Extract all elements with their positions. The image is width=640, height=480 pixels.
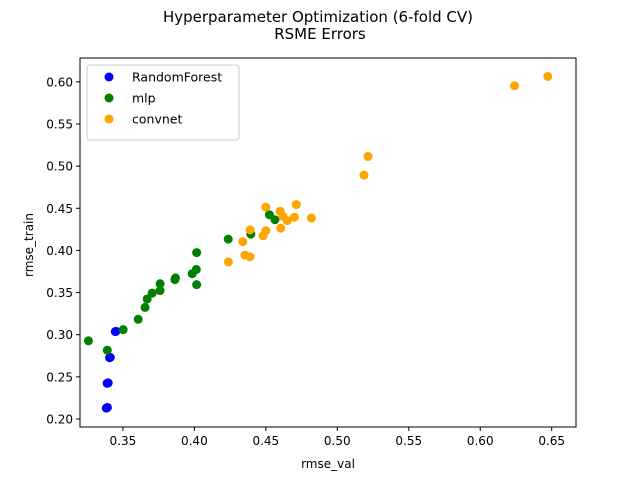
- data-point: [276, 223, 286, 233]
- axes-frame: [79, 57, 577, 428]
- x-axis-label: rmse_val: [301, 457, 355, 471]
- data-point: [261, 202, 271, 212]
- y-tick-label: 0.20: [46, 412, 73, 426]
- x-tick-label: 0.60: [467, 434, 494, 448]
- data-point: [543, 71, 553, 81]
- y-tick-label: 0.45: [46, 202, 73, 216]
- y-tick-label: 0.50: [46, 160, 73, 174]
- x-tick-label: 0.45: [252, 434, 279, 448]
- legend: RandomForest mlp convnet: [86, 64, 240, 141]
- data-point: [223, 234, 233, 244]
- legend-marker: [104, 93, 114, 103]
- data-point: [83, 336, 93, 346]
- data-point: [282, 216, 292, 226]
- data-point: [306, 213, 316, 223]
- data-point: [245, 225, 255, 235]
- plot-area: 0.35 0.40 0.45 0.50 0.55 0.60 0.65 0.20 0.25 0.30…: [46, 57, 577, 448]
- x-tick-label: 0.65: [538, 434, 565, 448]
- series-mlp: [83, 210, 280, 355]
- data-point: [147, 288, 157, 298]
- data-point: [118, 325, 128, 335]
- x-tick-label: 0.50: [324, 434, 351, 448]
- data-point: [155, 286, 165, 296]
- data-point: [105, 352, 115, 362]
- x-tick-label: 0.55: [395, 434, 422, 448]
- data-point: [191, 264, 201, 274]
- data-point: [261, 226, 271, 236]
- y-tick-label: 0.30: [46, 328, 73, 342]
- legend-label: mlp: [132, 91, 156, 106]
- data-point: [223, 257, 233, 267]
- data-point: [111, 326, 121, 336]
- data-point: [245, 252, 255, 262]
- series-randomforest: [101, 326, 121, 413]
- data-point: [359, 170, 369, 180]
- data-point: [510, 81, 520, 91]
- data-point: [142, 294, 152, 304]
- data-point: [192, 280, 202, 290]
- y-tick-label: 0.25: [46, 370, 73, 384]
- legend-marker: [104, 72, 114, 82]
- data-point: [155, 279, 165, 289]
- data-point: [102, 345, 112, 355]
- data-point: [102, 402, 112, 412]
- x-tick-label: 0.40: [181, 434, 208, 448]
- data-point: [363, 152, 373, 162]
- data-point: [170, 273, 180, 283]
- x-tick-label: 0.35: [110, 434, 137, 448]
- y-tick-label: 0.60: [46, 75, 73, 89]
- data-point: [103, 378, 113, 388]
- data-point: [289, 212, 299, 222]
- data-point: [133, 314, 143, 324]
- y-tick-label: 0.40: [46, 244, 73, 258]
- legend-marker: [104, 114, 114, 124]
- legend-box: [86, 64, 240, 141]
- y-tick-label: 0.55: [46, 117, 73, 131]
- legend-label: RandomForest: [132, 70, 222, 85]
- y-axis-label: rmse_train: [22, 213, 36, 277]
- data-point: [238, 237, 248, 247]
- data-point: [291, 200, 301, 210]
- series-convnet: [223, 71, 553, 267]
- chart-subtitle: RSME Errors: [274, 25, 366, 43]
- data-point: [270, 215, 280, 225]
- data-point: [140, 302, 150, 312]
- y-tick-label: 0.35: [46, 286, 73, 300]
- data-point: [192, 248, 202, 258]
- legend-label: convnet: [132, 112, 182, 127]
- chart-title: Hyperparameter Optimization (6-fold CV): [163, 8, 473, 26]
